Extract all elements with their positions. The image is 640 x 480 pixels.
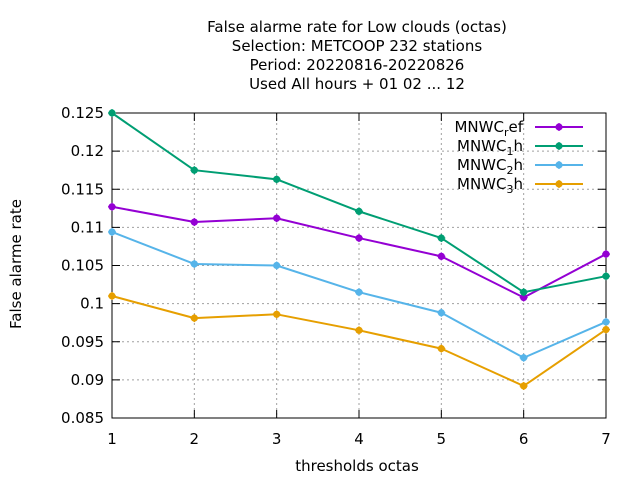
x-tick-label: 2: [190, 430, 200, 448]
y-tick-label: 0.095: [61, 333, 104, 351]
y-tick-label: 0.09: [71, 371, 104, 389]
y-axis-label: False alarme rate: [7, 199, 25, 329]
y-tick-label: 0.125: [61, 104, 104, 122]
series-MNWC_3h: [108, 292, 610, 390]
series-lines: [108, 109, 610, 390]
y-tick-label: 0.11: [71, 218, 104, 236]
series-MNWC_2h: [108, 227, 610, 362]
y-tick-label: 0.1: [80, 295, 104, 313]
y-tick-label: 0.115: [61, 180, 104, 198]
x-tick-label: 7: [601, 430, 611, 448]
legend-label: MNWC2h: [457, 156, 523, 177]
legend-label: MNWC1h: [457, 137, 523, 158]
legend-label: MNWC3h: [457, 175, 523, 196]
legend-label: MNWCref: [454, 118, 523, 139]
chart-title-line: False alarme rate for Low clouds (octas): [207, 18, 507, 36]
chart-title-line: Period: 20220816-20220826: [250, 56, 465, 74]
x-tick-label: 1: [107, 430, 117, 448]
y-tick-label: 0.12: [71, 142, 104, 160]
y-tick-label: 0.085: [61, 409, 104, 427]
x-tick-label: 3: [272, 430, 282, 448]
grid: [112, 113, 606, 418]
series-MNWC_1h: [108, 109, 610, 297]
axes: 0.085 0.09 0.095 0.1 0.105 0.11 0.115 0.12 0.125…: [61, 104, 611, 448]
chart-title: False alarme rate for Low clouds (octas)…: [207, 18, 507, 93]
x-tick-label: 4: [354, 430, 364, 448]
x-tick-label: 6: [519, 430, 529, 448]
x-tick-label: 5: [437, 430, 447, 448]
chart-title-line: Used All hours + 01 02 ... 12: [249, 75, 465, 93]
chart-title-line: Selection: METCOOP 232 stations: [232, 37, 483, 55]
series-MNWC_ref: [108, 202, 610, 302]
x-axis-label: thresholds octas: [295, 457, 419, 475]
y-tick-label: 0.105: [61, 257, 104, 275]
